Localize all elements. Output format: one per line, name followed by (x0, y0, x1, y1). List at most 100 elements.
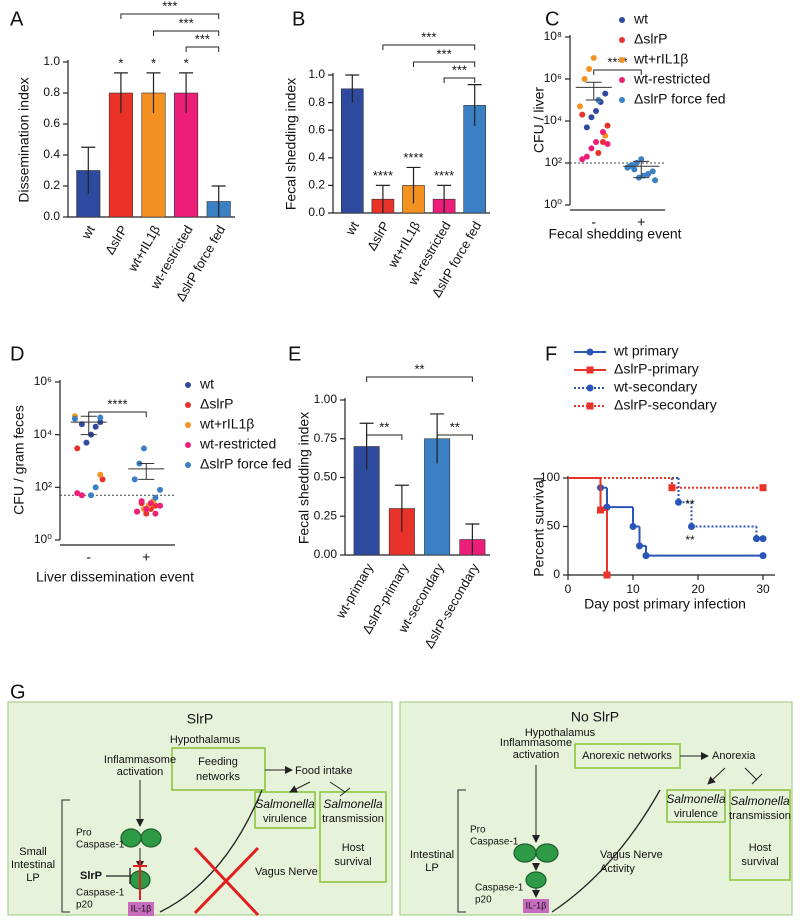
y-tick-label: 0.0 (43, 209, 60, 223)
diagram-label: Host (749, 842, 772, 854)
arrow (289, 781, 311, 793)
transmission-box (319, 791, 387, 883)
error-bar (437, 184, 452, 213)
diagram-shapes (7, 701, 793, 917)
legend-marker (619, 17, 625, 23)
data-point (599, 139, 606, 145)
data-point (652, 177, 659, 184)
data-point (588, 145, 595, 152)
bracket (457, 789, 466, 913)
y-tick-label: 0.6 (308, 122, 325, 136)
y-tick-label: 0.6 (43, 116, 60, 130)
data-point (78, 492, 85, 499)
y-tick-label: 10⁶ (544, 71, 562, 85)
virulence-box (254, 791, 316, 829)
significance-bracket (366, 376, 473, 382)
significance-bracket (153, 30, 220, 36)
bar-annotation: * (184, 55, 189, 70)
error-bar (81, 146, 96, 194)
data-point (157, 502, 164, 509)
diagram-label: Anorexic networks (582, 750, 672, 762)
right-box (399, 701, 793, 916)
diagram-label: G (10, 681, 26, 703)
legend-marker (619, 97, 625, 103)
legend-label: wt primary (613, 343, 679, 359)
diagram-label: activation (513, 749, 559, 761)
y-tick-label: 10² (35, 480, 52, 494)
y-tick-label: 0.8 (308, 95, 325, 109)
y-tick-label: 0.25 (314, 508, 338, 522)
legend-marker (586, 366, 594, 374)
bar-annotation: **** (373, 168, 393, 183)
significance-label: **** (607, 54, 627, 69)
y-tick-label: 0.4 (43, 147, 60, 161)
y-tick-label: 0.2 (43, 178, 60, 192)
data-point (602, 90, 609, 97)
diagram-label: Caspase-1 (470, 837, 519, 848)
y-tick-label: 1.00 (314, 392, 338, 406)
data-point (581, 76, 588, 82)
y-tick-label: 0.50 (314, 470, 338, 484)
data-point (71, 415, 78, 422)
panel-label: C (545, 8, 559, 30)
legend-marker (586, 402, 594, 410)
data-point (143, 510, 150, 517)
data-point (138, 498, 145, 505)
y-tick-label: 10⁸ (544, 29, 562, 43)
y-tick-label: 50 (547, 519, 561, 533)
data-point (131, 476, 138, 483)
data-point (74, 490, 81, 497)
data-point (147, 500, 154, 507)
significance-bracket (185, 46, 220, 52)
y-tick-label: 1.0 (43, 54, 60, 68)
significance-label: *** (437, 46, 452, 61)
data-point (604, 122, 611, 129)
red-x (193, 846, 260, 917)
bar-annotation: * (118, 55, 123, 70)
inhibit (106, 868, 131, 884)
diagram-label: Salmonella (730, 794, 790, 808)
data-point (92, 484, 99, 491)
data-point (631, 166, 638, 173)
legend-label: wt+rIL1β (199, 416, 254, 432)
data-point (74, 445, 81, 452)
data-point (152, 494, 159, 501)
significance-bracket (88, 411, 147, 417)
y-tick-label: 10⁰ (544, 197, 562, 211)
y-tick-label: 10⁴ (33, 427, 52, 441)
legend-marker (586, 348, 594, 356)
data-point (92, 423, 99, 430)
left-box (7, 701, 393, 916)
y-tick-label: 10⁶ (34, 374, 52, 388)
panel-label: D (10, 343, 24, 365)
legend-marker (586, 384, 594, 392)
diagram-label: activation (117, 766, 163, 778)
x-tick-label: ΔslrP (364, 219, 393, 253)
y-tick-label: 0.2 (308, 178, 325, 192)
data-point (143, 506, 150, 513)
diagram-label: transmission (729, 810, 791, 822)
data-point (588, 114, 595, 121)
data-point (590, 55, 597, 61)
diagram-label: Salmonella (323, 797, 383, 811)
diagram-label: Caspase-1 (76, 888, 125, 899)
data-point (640, 172, 647, 179)
y-axis-label: CFU / gram feces (11, 405, 27, 515)
diagram-label: virulence (674, 808, 718, 820)
legend-label: ΔslrP (634, 31, 667, 47)
bar-annotation: * (151, 55, 156, 70)
significance-label: *** (452, 62, 467, 77)
transmission-box (729, 789, 791, 881)
diagram-label: Food intake (295, 765, 352, 777)
diagram-label: Hypothalamus (525, 727, 596, 739)
diagram-label: Salmonella (666, 792, 726, 806)
block (133, 860, 147, 900)
y-tick-label: 0.75 (314, 431, 338, 445)
significance-label: *** (162, 0, 177, 13)
legend-marker (619, 77, 625, 83)
legend-marker (185, 422, 191, 428)
y-axis-label: Percent survival (531, 477, 547, 577)
significance-bracket (120, 13, 220, 19)
x-tick-label: - (86, 549, 91, 565)
